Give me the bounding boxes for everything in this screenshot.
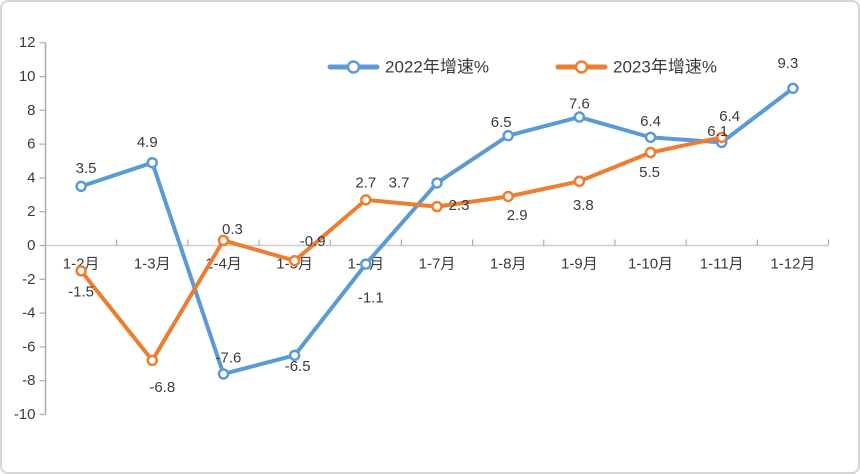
data-label: 6.1 [707, 123, 728, 140]
data-label: -6.5 [285, 358, 311, 375]
y-tick-label: 0 [27, 237, 35, 254]
y-tick-label: -2 [22, 271, 35, 288]
data-label: -0.9 [300, 233, 326, 250]
data-label: -1.5 [68, 283, 94, 300]
data-label: 6.5 [491, 114, 512, 131]
data-point [146, 354, 159, 367]
series-line-2022 [79, 86, 795, 376]
data-label: 2.3 [449, 197, 470, 214]
legend-label: 2023年增速% [613, 58, 717, 77]
data-point [502, 190, 514, 203]
y-tick-label: -8 [22, 372, 35, 389]
data-label: 6.4 [640, 113, 661, 130]
y-tick-label: 6 [27, 136, 35, 153]
y-tick-label: 2 [27, 203, 35, 220]
data-label: 3.7 [389, 174, 410, 191]
series-line-2023 [79, 135, 724, 363]
data-label: 2.9 [507, 207, 528, 224]
data-point [787, 82, 799, 95]
category-label: 1-2月 [63, 256, 100, 273]
data-point [288, 349, 301, 362]
data-point [217, 234, 230, 247]
data-point [715, 131, 728, 144]
data-point [75, 265, 87, 277]
legend: 2022年增速% 2023年增速% [327, 58, 717, 77]
data-label: 6.4 [719, 108, 740, 125]
data-label: 9.3 [777, 55, 798, 72]
data-label: 7.6 [569, 96, 590, 113]
y-tick-label: -4 [22, 305, 35, 322]
legend-point-icon [574, 60, 589, 74]
data-point [217, 368, 230, 380]
data-label: -7.6 [216, 349, 242, 366]
y-tick-label: 4 [27, 169, 35, 186]
data-point [644, 146, 657, 159]
data-label: -1.1 [358, 290, 384, 307]
y-tick-label: -10 [14, 406, 36, 423]
data-point [431, 200, 443, 213]
data-label: 5.5 [639, 164, 660, 181]
data-point [431, 177, 443, 189]
legend-item: 2023年增速% [555, 58, 717, 77]
data-point [75, 180, 87, 193]
data-label: -6.8 [149, 379, 175, 396]
data-point [360, 194, 372, 206]
data-label: 3.8 [573, 197, 594, 214]
data-point [644, 131, 657, 144]
category-label: 1-10月 [628, 256, 673, 273]
legend-label: 2022年增速% [385, 58, 489, 77]
y-tick-label: 10 [19, 68, 36, 85]
category-label: 1-8月 [490, 256, 527, 273]
data-point [360, 258, 372, 270]
data-point [502, 129, 514, 142]
category-label: 1-3月 [134, 256, 171, 273]
legend-item: 2022年增速% [327, 58, 489, 77]
data-label: 4.9 [137, 134, 158, 151]
data-label: 2.7 [355, 174, 376, 191]
data-point [146, 156, 159, 169]
category-label: 1-11月 [700, 256, 744, 273]
data-point [288, 254, 301, 267]
data-point [573, 111, 586, 123]
data-label: 3.5 [76, 160, 97, 177]
category-label: 1-12月 [770, 256, 815, 273]
data-label: 0.3 [222, 221, 243, 238]
y-tick-label: 8 [27, 102, 35, 119]
data-point [573, 175, 586, 188]
category-label: 1-7月 [419, 256, 456, 273]
y-tick-label: 12 [19, 34, 36, 51]
y-tick-label: -6 [22, 338, 35, 355]
category-label: 1-9月 [561, 256, 598, 273]
legend-point-icon [346, 60, 361, 74]
